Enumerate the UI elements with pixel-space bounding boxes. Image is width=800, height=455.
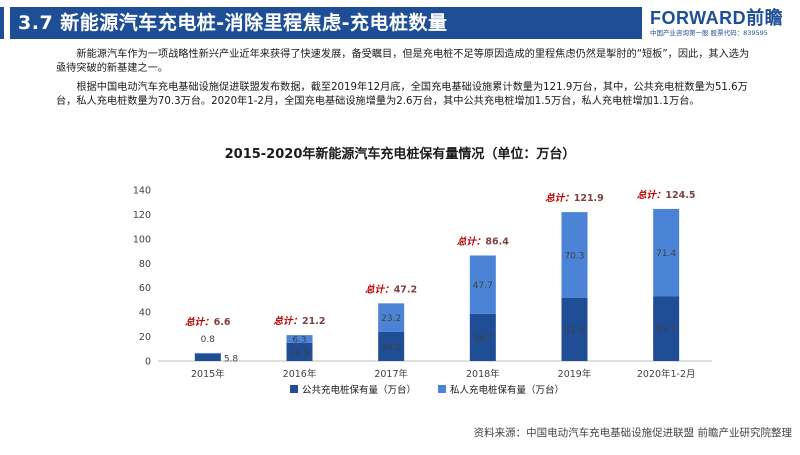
y-tick-label: 100 [133, 234, 151, 245]
bar-public [561, 297, 588, 361]
chart-container: 2015-2020年新能源汽车充电桩保有量情况（单位：万台） 0 20 40 60 80… [0, 140, 800, 415]
y-tick-label: 20 [139, 332, 151, 343]
legend-label: 私人充电桩保有量（万台） [450, 384, 564, 396]
data-label-public: 38.7 [473, 334, 493, 344]
data-label-public: 5.8 [224, 354, 239, 364]
y-tick-label: 80 [139, 259, 151, 270]
total-label: 总计：121.9 [545, 192, 604, 204]
bar-private [286, 335, 313, 343]
total-label: 总计：86.4 [457, 235, 509, 247]
bar-public [469, 313, 496, 361]
slide-header: 3.7 新能源汽车充电桩-消除里程焦虑-充电桩数量 FORWARD前瞻 中国产业… [0, 0, 800, 44]
data-label-private: 47.7 [473, 281, 493, 291]
x-tick-label: 2015年 [191, 368, 225, 380]
total-label: 总计：47.2 [365, 283, 417, 295]
forward-logo: FORWARD前瞻 中国产业咨询第一股 股票代码：839595 [650, 8, 795, 40]
data-label-public: 24.0 [381, 343, 401, 353]
x-tick-label: 2016年 [283, 368, 317, 380]
source-note: 资料来源：中国电动汽车充电基础设施促进联盟 前瞻产业研究院整理 [473, 427, 792, 439]
bar-private [561, 212, 588, 298]
y-tick-label: 0 [145, 357, 151, 368]
data-label-private: 70.3 [564, 252, 584, 262]
title-bar [0, 7, 642, 39]
bar-public [378, 331, 405, 361]
y-tick-label: 40 [139, 308, 151, 319]
data-label-private: 0.8 [201, 335, 216, 345]
y-tick-label: 60 [139, 283, 151, 294]
title-bar-accent [4, 7, 10, 39]
slide-title: 3.7 新能源汽车充电桩-消除里程焦虑-充电桩数量 [18, 12, 448, 34]
x-tick-label: 2018年 [466, 368, 500, 380]
total-label: 总计：124.5 [637, 189, 696, 201]
x-tick-label: 2017年 [374, 368, 408, 380]
y-tick-label: 140 [133, 186, 151, 197]
data-label-public: 51.6 [564, 326, 584, 336]
intro-paragraph-2: 根据中国电动汽车充电基础设施促进联盟发布数据，截至2019年12月底，全国充电基… [56, 82, 748, 107]
bar-private [653, 208, 680, 297]
logo-subtext: 中国产业咨询第一股 股票代码：839595 [650, 29, 768, 37]
legend-swatch [290, 385, 298, 393]
bar-public [194, 353, 221, 361]
bar-private [194, 352, 221, 354]
y-tick-label: 120 [133, 210, 151, 221]
bar-public [286, 342, 313, 361]
x-tick-label: 2019年 [558, 368, 592, 380]
data-label-public: 14.9 [289, 348, 309, 358]
data-label-private: 6.3 [292, 335, 306, 345]
bar-public [653, 296, 680, 361]
intro-text: 新能源汽车作为一项战略性新兴产业近年来获得了快速发展，备受瞩目，但是充电桩不足等… [56, 48, 756, 114]
intro-paragraph-1: 新能源汽车作为一项战略性新兴产业近年来获得了快速发展，备受瞩目，但是充电桩不足等… [56, 49, 750, 74]
legend-swatch [438, 385, 446, 393]
data-label-private: 71.4 [656, 249, 676, 259]
x-tick-label: 2020年1-2月 [637, 368, 696, 380]
total-label: 总计：6.6 [185, 316, 231, 328]
data-label-private: 23.2 [381, 314, 401, 324]
bar-private [378, 303, 405, 332]
stacked-bar-chart: 0 20 40 60 80 100 120 140 5.8 0.8 总计：6.6 2015年 14.9 6… [133, 186, 712, 396]
chart-title: 2015-2020年新能源汽车充电桩保有量情况（单位：万台） [224, 147, 576, 162]
logo-text: FORWARD前瞻 [650, 8, 784, 28]
legend-label: 公共充电桩保有量（万台） [302, 384, 416, 396]
bar-private [469, 255, 496, 314]
data-label-public: 53.1 [656, 325, 676, 335]
total-label: 总计：21.2 [274, 315, 326, 327]
